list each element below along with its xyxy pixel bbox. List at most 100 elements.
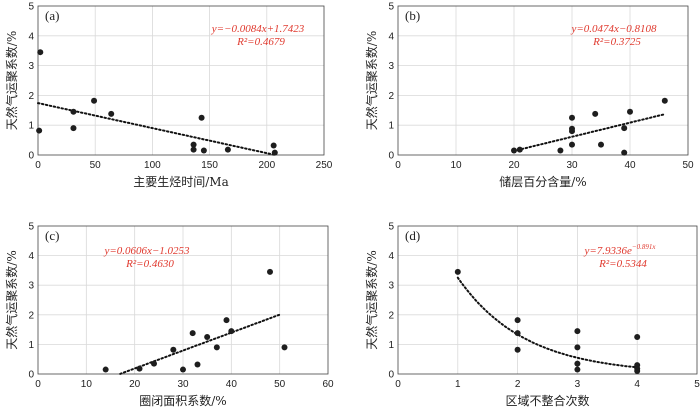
panel-1-data-point bbox=[200, 147, 207, 154]
panel-2-y-tick-label: 0 bbox=[388, 151, 394, 162]
panel-4-data-point bbox=[574, 360, 581, 367]
panel-4-data-point bbox=[514, 330, 521, 337]
panel-3-x-tick-label: 10 bbox=[81, 379, 93, 390]
panel-3-data-point bbox=[189, 330, 196, 337]
panel-4-y-tick-label: 0 bbox=[388, 370, 394, 381]
panel-3-label: (c) bbox=[45, 228, 59, 243]
panel-1-x-tick-label: 150 bbox=[201, 160, 218, 171]
panel-4-x-tick-label: 3 bbox=[575, 379, 581, 390]
panel-4-x-tick-label: 2 bbox=[515, 379, 521, 390]
panel-4-label: (d) bbox=[405, 228, 420, 243]
panel-2-y-tick-label: 3 bbox=[388, 61, 394, 72]
panel-3-y-tick-label: 5 bbox=[28, 222, 34, 233]
panel-1-trendline bbox=[37, 102, 276, 156]
panel-3-x-tick-label: 0 bbox=[35, 379, 41, 390]
panel-3-r-squared: R²=0.4630 bbox=[125, 258, 174, 270]
panel-2-equation: y=0.0474x−0.8108 bbox=[570, 23, 657, 35]
panel-2-y-tick-label: 4 bbox=[388, 31, 394, 42]
panel-3-x-tick-label: 60 bbox=[322, 379, 334, 390]
panel-3-data-point bbox=[213, 344, 220, 351]
panel-4-trendline bbox=[456, 276, 639, 369]
panel-4-data-point bbox=[574, 344, 581, 351]
panel-3-data-point bbox=[267, 268, 273, 275]
panel-1-frame bbox=[37, 5, 325, 156]
panel-2-trendline bbox=[513, 113, 666, 152]
panel-1-data-point bbox=[190, 141, 197, 148]
panel-2-data-point bbox=[569, 128, 575, 135]
panel-1-data-point bbox=[36, 127, 43, 134]
panel-4-y-tick-label: 5 bbox=[388, 222, 394, 233]
panel-2-x-axis-label: 储层百分含量/% bbox=[499, 174, 586, 189]
panel-2-data-point bbox=[621, 149, 628, 156]
panel-1-y-axis-label: 天然气运聚系数/% bbox=[4, 31, 19, 130]
panel-3-x-tick-label: 30 bbox=[177, 379, 189, 390]
panel-1-data-point bbox=[224, 146, 231, 153]
panel-2-data-point bbox=[598, 141, 604, 148]
panel-4-equation: y=7.9336e−0.891x bbox=[583, 243, 656, 257]
panel-2-y-axis-label: 天然气运聚系数/% bbox=[364, 31, 379, 130]
panel-3-data-point bbox=[194, 361, 201, 368]
panel-2-data-point bbox=[511, 147, 517, 154]
panel-4-y-tick-label: 4 bbox=[388, 251, 394, 262]
panel-1-y-tick-label: 2 bbox=[28, 91, 34, 102]
panel-2-y-tick-label: 1 bbox=[388, 121, 394, 132]
panel-3-x-axis-label: 圈闭面积系数/% bbox=[139, 393, 226, 408]
panel-3-y-tick-label: 1 bbox=[28, 340, 34, 351]
panel-4-data-point bbox=[454, 268, 461, 275]
panel-4-frame bbox=[397, 225, 698, 375]
panel-1-equation: y=−0.0084x+1.7423 bbox=[211, 23, 305, 35]
panel-3-x-tick-label: 20 bbox=[129, 379, 141, 390]
panel-1-data-point bbox=[271, 149, 278, 156]
panel-2-x-tick-label: 0 bbox=[395, 160, 401, 171]
panel-2-x-tick-label: 40 bbox=[624, 160, 636, 171]
panel-4-r-squared: R²=0.5344 bbox=[598, 258, 647, 270]
panel-2-data-point bbox=[661, 97, 668, 104]
panel-2-data-point bbox=[621, 125, 628, 132]
panel-3-data-point bbox=[180, 366, 186, 373]
panel-2-label: (b) bbox=[405, 8, 420, 23]
panel-4-data-point bbox=[574, 328, 581, 335]
panel-4-x-tick-label: 0 bbox=[395, 379, 401, 390]
panel-2-data-point bbox=[557, 147, 564, 154]
panel-1-data-point bbox=[198, 114, 205, 121]
panel-1-r-squared: R²=0.4679 bbox=[236, 36, 285, 48]
panel-4-y-tick-label: 1 bbox=[388, 340, 394, 351]
panel-2-x-tick-label: 50 bbox=[682, 160, 694, 171]
panel-1-x-tick-label: 100 bbox=[144, 160, 161, 171]
panel-4-data-point bbox=[634, 334, 641, 340]
panel-3-x-tick-label: 40 bbox=[226, 379, 238, 390]
panel-3-data-point bbox=[136, 365, 143, 372]
panel-1-x-tick-label: 200 bbox=[258, 160, 275, 171]
panel-4-equation-exponent: −0.891x bbox=[632, 243, 656, 251]
panel-1-x-tick-label: 50 bbox=[90, 160, 102, 171]
panel-3-data-point bbox=[151, 360, 157, 367]
panel-3-data-point bbox=[281, 344, 288, 351]
panel-4-y-tick-label: 2 bbox=[388, 310, 394, 321]
panel-3-y-tick-label: 4 bbox=[28, 251, 34, 262]
panel-3-y-tick-label: 0 bbox=[28, 370, 34, 381]
panel-3-y-tick-label: 3 bbox=[28, 281, 34, 292]
panel-3-y-tick-label: 2 bbox=[28, 310, 34, 321]
panel-4-data-point bbox=[634, 368, 641, 375]
panel-1-y-tick-label: 5 bbox=[28, 2, 34, 13]
panel-3-data-point bbox=[204, 334, 211, 340]
panel-3-data-point bbox=[102, 366, 109, 373]
panel-2-data-point bbox=[592, 110, 599, 117]
panel-1-data-point bbox=[270, 142, 277, 149]
panel-2-data-point bbox=[569, 141, 575, 148]
panel-2-data-point bbox=[569, 114, 575, 121]
panel-1-label: (a) bbox=[45, 8, 59, 23]
panel-1-data-point bbox=[91, 97, 98, 104]
panel-2-y-tick-label: 2 bbox=[388, 91, 394, 102]
panel-3-y-axis-label: 天然气运聚系数/% bbox=[4, 250, 19, 349]
panel-2-data-point bbox=[516, 146, 523, 153]
panel-4-x-axis-label: 区域不整合次数 bbox=[505, 393, 589, 408]
panel-1-data-point bbox=[70, 108, 77, 115]
panel-3-x-tick-label: 50 bbox=[274, 379, 286, 390]
panel-2-x-tick-label: 30 bbox=[566, 160, 578, 171]
panel-2-r-squared: R²=0.3725 bbox=[592, 36, 641, 48]
panel-4-x-tick-label: 4 bbox=[634, 379, 640, 390]
panel-4-data-point bbox=[514, 317, 521, 324]
panel-2-data-point bbox=[627, 108, 633, 115]
